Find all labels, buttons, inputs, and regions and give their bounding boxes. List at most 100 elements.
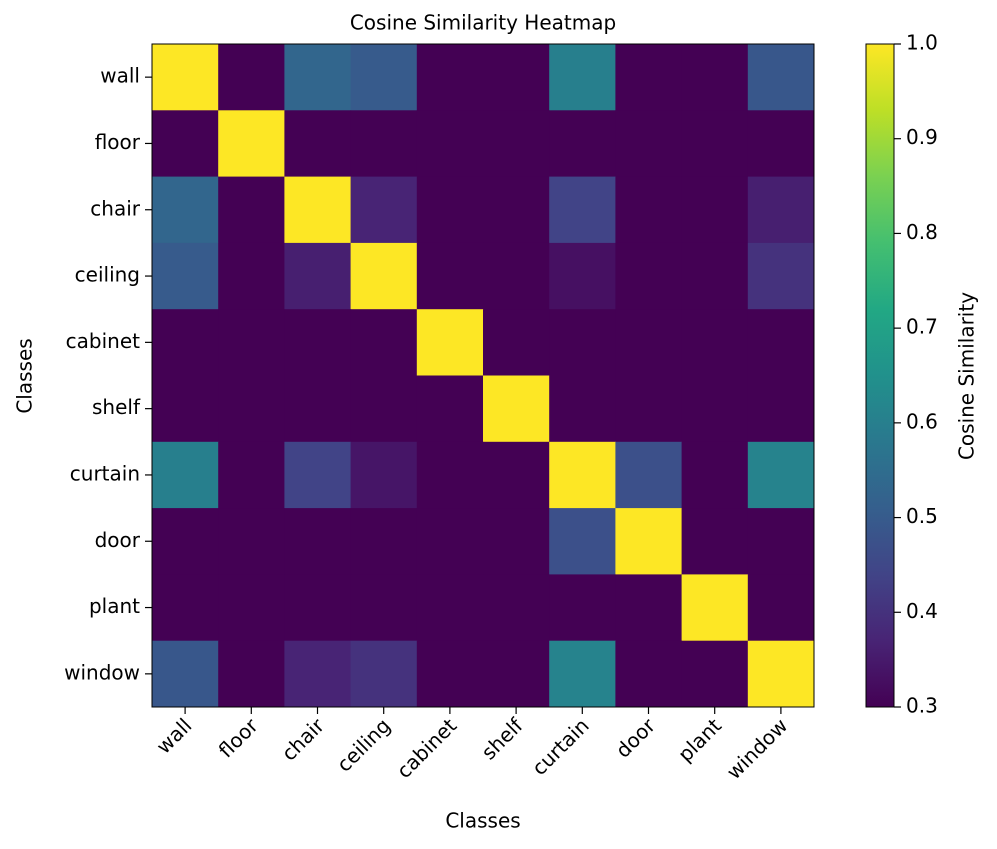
heat-cell [152,176,219,244]
heat-cell [218,508,285,575]
heat-cell [549,441,616,509]
heat-cell [549,375,616,443]
heat-cell [350,44,418,111]
colorbar [865,43,895,708]
heat-cell [681,242,749,310]
heat-cell [681,375,749,443]
heat-cell [284,640,352,708]
heat-cell [152,44,219,111]
heat-cell [549,176,616,244]
y-tick-label: shelf [92,395,141,419]
colorbar-tick-label: 0.4 [906,599,938,623]
heat-cell [747,309,815,376]
heat-cell [549,242,616,310]
chart-title: Cosine Similarity Heatmap [350,11,616,35]
x-tick-label: ceiling [332,713,395,776]
x-tick-label: curtain [527,713,594,780]
colorbar-tick-label: 0.5 [906,504,938,528]
x-tick-label: wall [151,713,196,758]
heat-cell [416,441,484,509]
x-tick-label: cabinet [392,713,462,783]
heat-cell [483,640,550,708]
x-tick-label: chair [277,713,330,766]
heat-cell [416,176,484,244]
heat-cell [350,375,418,443]
heat-cell [681,508,749,575]
heat-cell [615,110,683,178]
heat-cell [152,508,219,575]
heat-cell [483,176,550,244]
x-tick-label: window [722,713,793,784]
heat-cell [549,110,616,178]
x-tick-label: shelf [477,713,529,765]
heat-cell [549,640,616,708]
heat-cell [681,441,749,509]
heat-cell [152,574,219,642]
heat-cell [152,309,219,376]
heat-cell [615,375,683,443]
heat-cell [218,242,285,310]
heat-cell [483,110,550,178]
heat-cell [747,44,815,111]
heat-cell [416,309,484,376]
y-tick-label: plant [89,594,140,618]
heat-cell [152,375,219,443]
heat-cell [615,441,683,509]
heat-cell [152,110,219,178]
heat-cell [416,242,484,310]
heat-cell [681,640,749,708]
heat-cell [218,44,285,111]
heat-cell [152,441,219,509]
heat-cell [218,309,285,376]
heat-cell [218,574,285,642]
heat-cell [747,508,815,575]
x-tick-label: plant [673,713,726,766]
heat-cell [615,176,683,244]
heat-cell [615,640,683,708]
heat-cell [483,441,550,509]
heat-cell [747,176,815,244]
heat-cell [681,574,749,642]
y-tick-label: curtain [70,461,140,485]
colorbar-tick-label: 0.9 [906,125,938,149]
heat-cell [350,640,418,708]
heat-cell [483,242,550,310]
heat-cell [747,441,815,509]
heat-cell [284,574,352,642]
heat-cell [416,640,484,708]
heat-cell [284,375,352,443]
heat-cell [350,508,418,575]
heat-cell [416,375,484,443]
heat-cell [747,640,815,708]
y-tick-label: chair [90,196,140,220]
y-tick-label: door [95,528,141,552]
y-tick-label: floor [95,130,141,154]
heat-cell [549,508,616,575]
heat-cell [218,110,285,178]
colorbar-tick-label: 1.0 [906,31,938,55]
heat-cell [615,309,683,376]
y-tick-label: wall [100,64,140,88]
heat-cell [681,309,749,376]
heat-cell [483,574,550,642]
heat-cell [747,110,815,178]
y-axis-title: Classes [13,338,37,413]
plot-frame [151,43,815,708]
y-tick-label: cabinet [66,329,140,353]
heat-cell [350,110,418,178]
heat-cell [416,44,484,111]
heat-cell [218,640,285,708]
heat-cell [218,375,285,443]
heat-cell [218,176,285,244]
heat-cell [483,44,550,111]
heat-cell [218,441,285,509]
colorbar-tick-label: 0.3 [906,694,938,718]
heat-cell [284,242,352,310]
heat-cell [284,44,352,111]
y-tick-label: window [64,660,140,684]
heat-cell [483,508,550,575]
heat-cell [350,242,418,310]
y-tick-label: ceiling [75,263,140,287]
x-tick-label: door [611,713,661,763]
